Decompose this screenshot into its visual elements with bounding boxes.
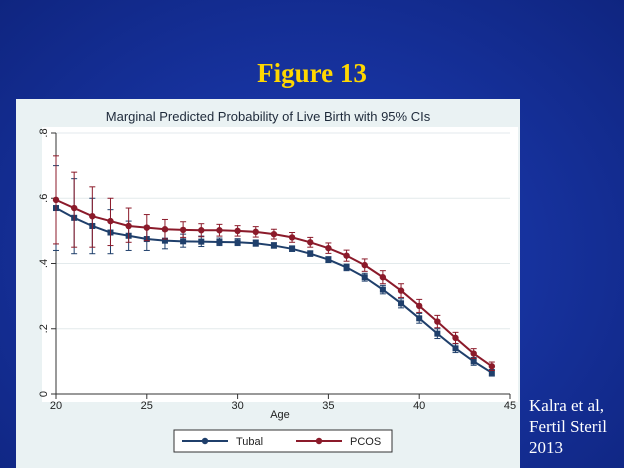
pcos-point: [325, 244, 332, 252]
pcos-point: [216, 227, 223, 234]
chart-title: Marginal Predicted Probability of Live B…: [106, 109, 431, 124]
pcos-point: [252, 228, 259, 236]
plot-area: [42, 127, 518, 402]
tubal-point: [361, 274, 368, 281]
pcos-point: [234, 227, 241, 235]
pcos-point: [52, 196, 60, 204]
tubal-point: [216, 238, 223, 245]
citation-line: Fertil Steril: [529, 417, 607, 436]
tubal-point: [252, 240, 259, 247]
tubal-point: [398, 300, 405, 307]
pcos-point: [179, 226, 187, 234]
x-tick-label: 45: [504, 400, 516, 412]
pcos-point: [270, 230, 278, 238]
tubal-point: [379, 286, 386, 293]
tubal-point: [434, 330, 441, 337]
chart-svg: Marginal Predicted Probability of Live B…: [38, 109, 518, 453]
tubal-point: [470, 358, 477, 365]
pcos-point: [125, 222, 132, 230]
legend-box: [173, 429, 393, 453]
tubal-point: [343, 264, 350, 271]
pcos-point: [488, 363, 496, 370]
tubal-point: [452, 345, 459, 352]
legend: Tubal PCOS: [173, 429, 393, 453]
tubal-point: [198, 238, 205, 245]
pcos-point: [379, 274, 387, 281]
legend-marker-pcos: [315, 437, 323, 445]
y-tick-label: .6: [38, 194, 50, 203]
x-axis-label: Age: [270, 409, 290, 421]
tubal-point: [416, 315, 423, 322]
legend-label-tubal: Tubal: [236, 436, 263, 448]
x-tick-label: 40: [413, 400, 425, 412]
tubal-point: [234, 239, 241, 246]
axes: 0 .2 .4 .6 .8 20 25 30 35 40 45: [38, 128, 516, 412]
y-tick-label: .4: [38, 259, 50, 268]
pcos-point: [143, 224, 150, 231]
pcos-point: [470, 350, 477, 357]
y-tick-label: .8: [38, 128, 50, 137]
citation-line: Kalra et al,: [529, 396, 605, 415]
tubal-point: [307, 250, 314, 257]
pcos-point: [361, 261, 368, 269]
tubal-point: [161, 237, 168, 244]
pcos-point: [107, 217, 114, 225]
pcos-point: [397, 287, 405, 294]
pcos-point: [288, 234, 296, 241]
tubal-point: [488, 369, 495, 376]
chart-panel: Marginal Predicted Probability of Live B…: [16, 99, 520, 468]
tubal-point: [180, 238, 187, 245]
citation: Kalra et al, Fertil Steril 2013: [529, 395, 607, 458]
x-tick-label: 20: [50, 400, 62, 412]
pcos-point: [434, 318, 441, 325]
pcos-point: [161, 226, 169, 233]
citation-line: 2013: [529, 438, 563, 457]
pcos-point: [343, 252, 350, 259]
pcos-point: [452, 334, 459, 342]
series-layer: [52, 155, 496, 377]
x-tick-label: 35: [322, 400, 334, 412]
x-tick-label: 30: [231, 400, 243, 412]
tubal-point: [289, 245, 296, 252]
pcos-point: [198, 227, 205, 234]
tubal-point: [325, 256, 332, 263]
slide-title: Figure 13: [257, 58, 367, 88]
legend-label-pcos: PCOS: [350, 436, 381, 448]
pcos-point: [89, 212, 96, 220]
legend-marker-tubal: [201, 437, 209, 445]
tubal-point: [270, 242, 277, 249]
pcos-point: [307, 239, 314, 246]
pcos-point: [416, 302, 423, 310]
y-tick-label: 0: [38, 391, 50, 397]
y-tick-label: .2: [38, 324, 50, 333]
series-pcos: [52, 155, 496, 372]
pcos-point: [70, 204, 78, 212]
x-tick-label: 25: [141, 400, 153, 412]
